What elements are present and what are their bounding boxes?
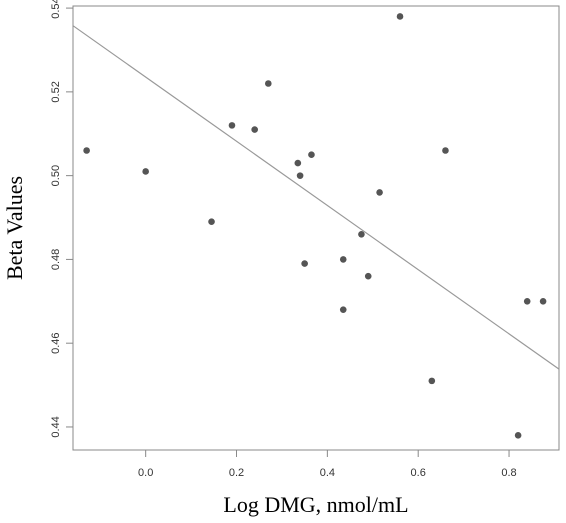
data-point [376, 189, 383, 196]
x-tick-label: 0.0 [138, 467, 153, 479]
x-axis-title: Log DMG, nmol/mL [223, 492, 408, 517]
data-point [142, 168, 149, 175]
regression-line [72, 25, 560, 370]
y-tick-label: 0.48 [50, 249, 62, 270]
x-tick-label: 0.8 [501, 467, 516, 479]
y-tick-label: 0.52 [50, 81, 62, 102]
y-tick-label: 0.54 [50, 0, 62, 19]
x-tick-label: 0.4 [320, 467, 335, 479]
data-point [514, 432, 522, 439]
y-tick-label: 0.50 [50, 165, 62, 186]
data-point [308, 151, 315, 158]
data-point [364, 272, 372, 280]
y-axis: 0.44 0.46 0.48 0.50 0.52 0.54 [50, 0, 73, 438]
data-point [523, 298, 531, 305]
data-point [396, 13, 404, 20]
x-tick-label: 0.6 [411, 467, 426, 479]
data-point [208, 218, 215, 226]
data-point [251, 126, 258, 133]
data-point [442, 147, 449, 154]
data-point [539, 298, 547, 305]
data-point [296, 172, 304, 179]
data-point [339, 306, 347, 313]
data-points [83, 13, 547, 439]
x-tick-label: 0.2 [229, 467, 244, 479]
y-axis-title: Beta Values [2, 176, 27, 280]
y-tick-label: 0.46 [50, 332, 62, 353]
plot-frame [72, 5, 560, 451]
data-point [265, 80, 272, 87]
data-point [428, 377, 436, 385]
data-point [228, 122, 236, 129]
data-point [294, 159, 302, 167]
data-point [301, 260, 308, 267]
data-point [358, 230, 365, 238]
x-axis: 0.0 0.2 0.4 0.6 0.8 [138, 450, 517, 479]
y-tick-label: 0.44 [50, 416, 62, 437]
data-point [83, 147, 90, 154]
data-point [339, 256, 347, 263]
